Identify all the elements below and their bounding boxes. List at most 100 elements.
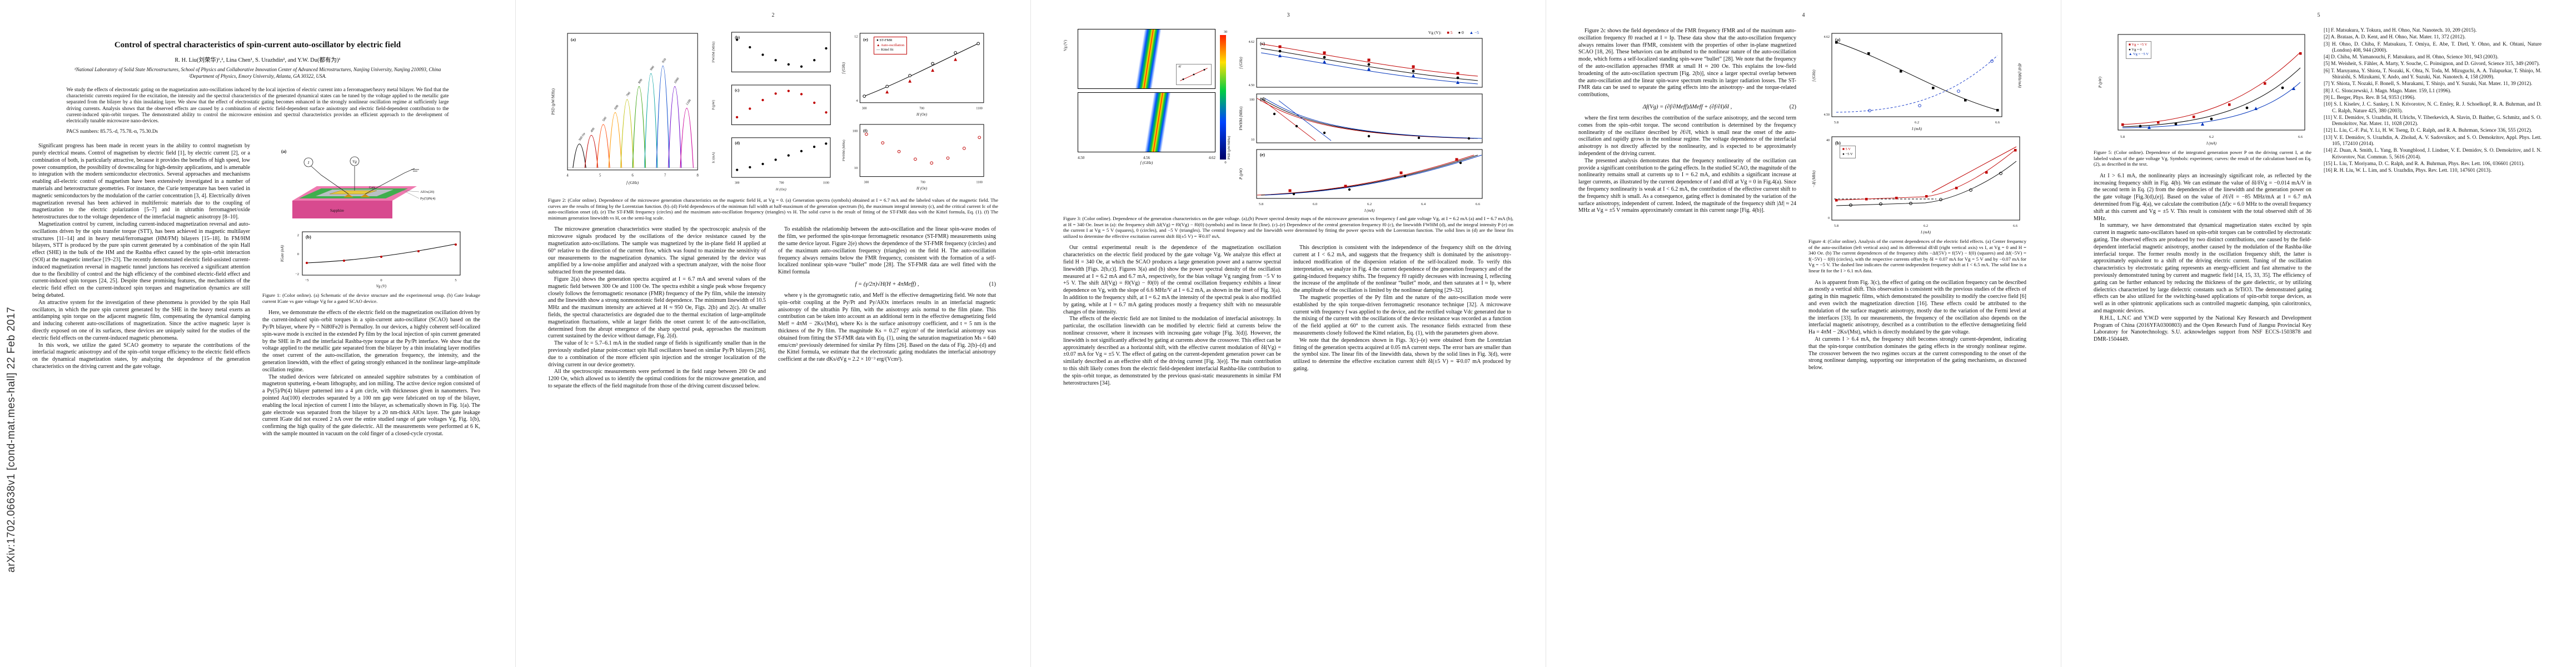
reference-entry: [1] F. Matsukura, Y. Tokura, and H. Ohno… [2324, 28, 2477, 33]
marker [1955, 187, 1958, 190]
leakage-plot: IGate (nA) −2 0 2 −5 0 5 Vg (V) (b) [280, 231, 461, 288]
marker [1367, 67, 1371, 71]
x-tick: 6 [631, 174, 634, 178]
x-tick: 4.62 [1208, 156, 1215, 160]
marker [1849, 203, 1852, 207]
data-point [881, 141, 885, 145]
panel-letter: (b) [1835, 141, 1841, 146]
marker [1399, 171, 1403, 175]
marker [1865, 198, 1868, 201]
x-tick: 5 [455, 278, 456, 282]
panel-letter: (e) [1260, 152, 1265, 157]
marker [1456, 81, 1459, 84]
x-axis-label: Vg (V) [376, 284, 387, 288]
plot-frame [1256, 38, 1483, 88]
x-tick: 6.6 [2298, 135, 2303, 139]
legend-entry: ● −5 V [1842, 152, 1853, 156]
power-curve-0 [2122, 67, 2301, 127]
abstract: We study the effects of electrostatic ga… [66, 87, 449, 124]
paragraph: The microwave generation characteristics… [548, 226, 766, 276]
stfmr-point [931, 62, 934, 66]
y-tick: 4 [856, 99, 858, 103]
plot-frame [2117, 34, 2305, 131]
paragraph: The magnetic properties of the Py film a… [1293, 294, 1511, 336]
marker [1288, 189, 1292, 192]
x-axis-label: f (GHz) [626, 180, 639, 185]
page-3: 3 Vg (V) (a) I = 6.2 mA Δf [1030, 0, 1546, 667]
body-column-left: Significant progress has been made in re… [32, 143, 250, 438]
column-text: where γ is the gyromagnetic ratio, and M… [778, 292, 996, 364]
legend-entry: ▲ Auto-oscillation [876, 43, 904, 47]
panel-letter: (d) [735, 141, 740, 145]
marker [1455, 158, 1458, 161]
affiliation-2: ²Department of Physics, Emory University… [188, 73, 327, 79]
body-column-left: Our central experimental result is the d… [1063, 245, 1281, 387]
marker [1456, 72, 1459, 75]
column-text: This description is consistent with the … [1293, 245, 1511, 372]
fig2-panel-d: Ic (mA) (d) 300 700 1100 H (Oe) [712, 137, 831, 191]
reference-entry: [8] J. C. Slonczewski, J. Magn. Magn. Ma… [2324, 88, 2452, 94]
stfmr-point [976, 42, 980, 46]
plot-frame [1256, 93, 1483, 143]
contact-electrode-right [360, 194, 370, 198]
marker [2245, 106, 2249, 109]
legend-entry: ■ 5 [1447, 30, 1453, 35]
x-tick: 300 [862, 107, 867, 110]
column-text: Figure 2c shows the field dependence of … [1578, 28, 1796, 99]
data-point [761, 53, 764, 56]
marker [1918, 104, 1921, 107]
body-column-left: Figure 2c shows the field dependence of … [1578, 28, 1796, 372]
x-tick: −5 [305, 278, 309, 282]
paragraph: In summary, we have demonstrated that dy… [2094, 222, 2311, 314]
stfmr-point [908, 74, 911, 77]
x-axis-label: H (Oe) [916, 187, 928, 191]
f0-curve-minus5 [1260, 52, 1478, 84]
x-tick: 5.8 [1259, 202, 1263, 206]
panel-letter: (c) [735, 88, 740, 93]
fig2-panel-b: FWHM (MHz) (b) [712, 32, 831, 72]
column-text: At I > 6.1 mA, the nonlinearity plays an… [2094, 173, 2311, 344]
y-axis-label: FWHM (MHz) [712, 42, 716, 63]
x-tick: 8 [697, 174, 699, 178]
substrate-front-face [292, 201, 392, 219]
fig4-panel-a: f (GHz) 4.62 4.50 df/dI (MHz/mA) 5.8 6.2… [1812, 33, 2022, 131]
x-tick: 6.2 [1367, 202, 1372, 206]
panel-b-letter: (b) [306, 235, 311, 240]
x-tick: 4.56 [1143, 156, 1150, 160]
y-tick: 0 [1828, 217, 1830, 220]
oscillation-band [1143, 93, 1173, 152]
marker [2014, 149, 2017, 152]
data-point [761, 98, 764, 102]
paragraph: Magnetization control by current, includ… [32, 221, 250, 298]
figure-5: P (pW) 5.8 6.2 6.6 I (mA) ■ Vg = +5 V ● V… [2094, 29, 2311, 167]
marker [1278, 49, 1282, 53]
data-point [749, 46, 751, 49]
column-text: Significant progress has been made in re… [32, 143, 250, 371]
fig2-panel-c: P (pW) (c) [712, 84, 831, 125]
marker [1323, 131, 1326, 135]
reference-entry: [10] S. I. Kiselev, J. C. Sankey, I. N. … [2324, 102, 2542, 114]
stfmr-point [863, 94, 866, 98]
panel-letter: (d) [1260, 97, 1265, 102]
x-tick: 6.2 [1924, 224, 1928, 228]
frequency-curve [1836, 42, 1998, 111]
fwhm-curve-minus5 [1264, 98, 1482, 139]
legend-entry: ▲ Vg = −5 V [2129, 52, 2149, 56]
marker [2121, 123, 2124, 126]
marker [1879, 202, 1882, 206]
y-tick: 12 [854, 35, 858, 39]
y-axis-label: P (pW) [712, 100, 716, 110]
paragraph: At I > 6.1 mA, the nonlinearity plays an… [2094, 172, 2311, 222]
paragraph: The presented analysis demonstrates that… [1578, 157, 1796, 214]
colorbar-gradient [1220, 35, 1226, 160]
y-tick: 100 [1249, 98, 1254, 102]
vg-label: Vg [352, 160, 357, 164]
spectrum-peak [668, 86, 682, 168]
marker [1273, 112, 1276, 116]
marker [1412, 65, 1415, 68]
reference-entry: [6] T. Maruyama, Y. Shiota, T. Nozaki, K… [2324, 68, 2542, 81]
device-schematic: Vg I AlOx(20) Py(5)Pt(4) Sapphire Gate [281, 149, 435, 219]
marker [1867, 52, 1870, 55]
field-value-label: 600 [614, 104, 620, 111]
